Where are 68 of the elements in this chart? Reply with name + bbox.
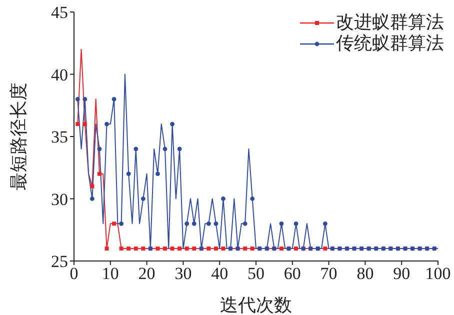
y-tick-label: 25 [51,252,68,272]
point [97,146,102,152]
point [206,221,211,226]
point [82,96,88,102]
point [214,221,218,226]
point [177,146,182,152]
point [178,246,182,251]
point [126,172,131,176]
point [119,246,124,251]
point [242,221,248,226]
point [90,184,94,188]
point [192,246,196,251]
point [119,221,124,226]
point [294,221,298,226]
y-tick-label: 35 [51,128,68,147]
point [90,196,94,201]
x-tick-label: 10 [102,264,119,284]
point [250,246,254,251]
x-tick-label: 80 [356,264,374,284]
point [97,172,102,176]
point [243,246,248,251]
point [221,246,226,251]
point [126,246,131,251]
x-tick-label: 30 [174,264,192,284]
point [140,196,146,201]
point [250,196,255,201]
point [141,246,146,251]
point [134,246,138,251]
y-axis-title: 最短路径长度 [8,82,28,190]
point [134,146,138,152]
point [221,196,226,201]
x-tick-label: 100 [425,264,451,284]
point [162,146,168,152]
point [294,246,298,251]
point [82,122,87,126]
point [170,246,174,251]
x-axis-title: 迭代次数 [220,295,292,315]
point [322,221,328,226]
point [76,122,80,126]
point [112,96,116,102]
point [184,221,190,226]
y-tick-label: 45 [51,3,68,22]
x-tick-label: 90 [393,264,410,284]
x-tick-label: 40 [211,264,228,284]
point [206,246,211,251]
point [323,246,328,251]
y-tick-label: 40 [51,65,68,84]
point [104,122,109,126]
point [112,222,116,226]
y-tick-label: 30 [51,190,68,209]
point [75,96,80,102]
point [214,246,218,251]
point [163,246,167,251]
point [192,221,196,226]
x-tick-label: 0 [70,264,78,284]
x-tick-label: 60 [284,264,301,284]
x-tick-label: 70 [320,264,338,284]
point [279,246,284,251]
point [184,246,189,251]
x-tick-label: 50 [248,264,264,284]
point [156,172,160,176]
point [156,246,160,251]
legend-label: 改进蚁群算法 [336,12,444,33]
point [279,221,284,226]
x-tick-label: 20 [138,264,156,284]
legend-label: 传统蚁群算法 [336,33,444,54]
point [104,246,109,251]
point [170,122,174,126]
